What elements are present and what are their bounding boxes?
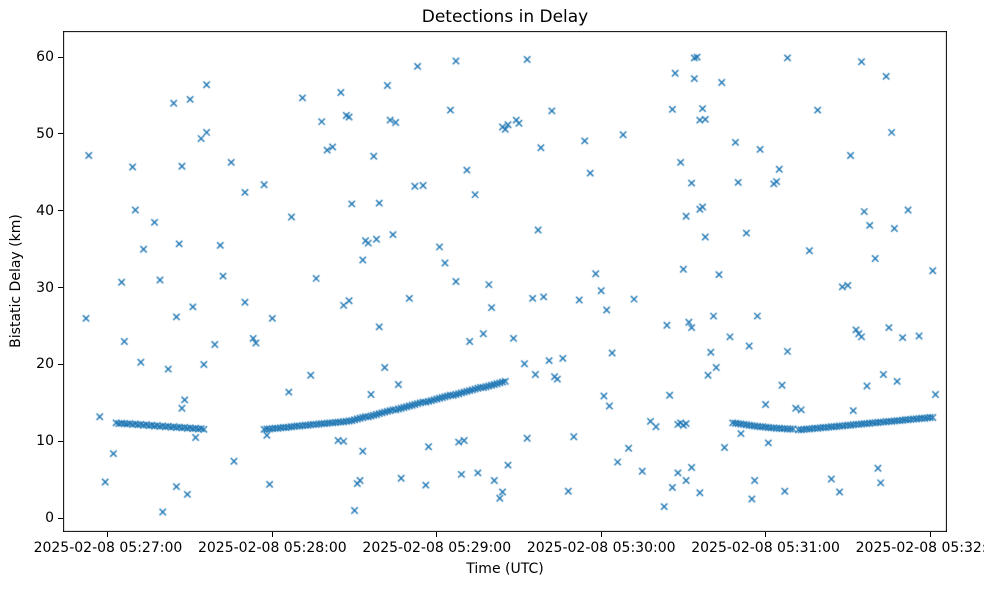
x-tick xyxy=(271,532,273,537)
x-tick xyxy=(765,532,767,537)
x-tick xyxy=(107,532,109,537)
y-tick-label: 60 xyxy=(36,49,54,66)
y-tick xyxy=(58,287,63,289)
x-tick xyxy=(436,532,438,537)
x-tick-label: 2025-02-08 05:28:00 xyxy=(197,540,347,556)
chart-title: Detections in Delay xyxy=(421,7,589,27)
y-tick xyxy=(58,363,63,365)
x-tick-label: 2025-02-08 05:31:00 xyxy=(691,540,840,556)
y-tick-label: 30 xyxy=(36,279,54,296)
y-tick xyxy=(58,440,63,442)
plot-canvas xyxy=(63,31,947,532)
y-tick xyxy=(58,133,63,135)
y-tick xyxy=(58,56,63,58)
y-tick-label: 50 xyxy=(36,125,54,142)
y-tick xyxy=(58,517,63,519)
x-tick-label: 2025-02-08 05:29:00 xyxy=(362,540,512,556)
y-axis-label: Bistatic Delay (km) xyxy=(8,214,24,348)
y-tick-label: 20 xyxy=(36,356,54,373)
x-tick-label: 2025-02-08 05:32:00 xyxy=(855,540,984,556)
x-axis-label: Time (UTC) xyxy=(466,561,544,577)
y-tick xyxy=(58,210,63,212)
x-tick-label: 2025-02-08 05:30:00 xyxy=(526,540,676,556)
plot-area: 2025-02-08 05:27:00 2025-02-08 05:28:00 20… xyxy=(34,31,984,556)
x-tick xyxy=(600,532,602,537)
y-tick-label: 40 xyxy=(36,202,54,219)
x-tick xyxy=(929,532,931,537)
y-tick-label: 10 xyxy=(36,433,54,450)
y-tick-label: 0 xyxy=(45,510,54,527)
x-tick-label: 2025-02-08 05:27:00 xyxy=(33,540,183,556)
